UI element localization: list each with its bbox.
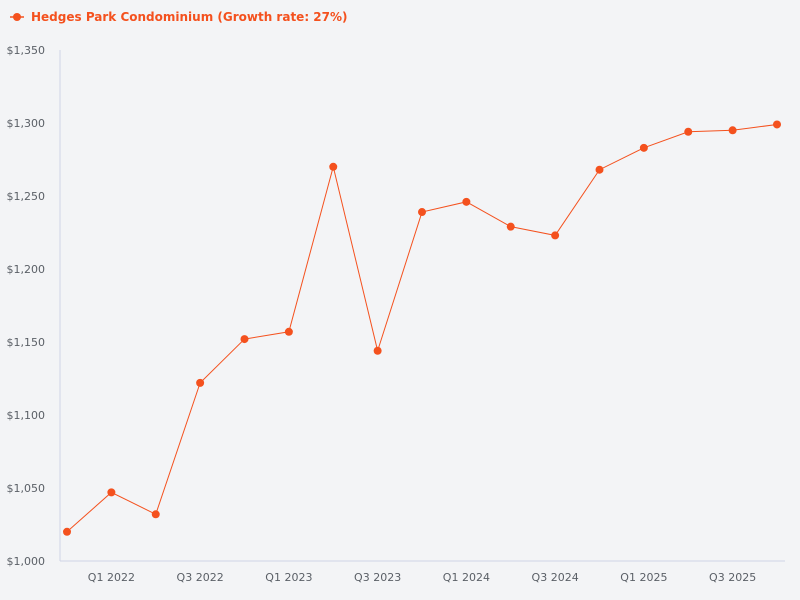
- y-tick-label: $1,100: [7, 409, 46, 422]
- data-point[interactable]: [151, 510, 160, 519]
- y-tick-label: $1,300: [7, 117, 46, 130]
- data-point[interactable]: [196, 378, 205, 387]
- data-point[interactable]: [63, 527, 71, 536]
- x-tick-label: Q1 2025: [620, 571, 667, 584]
- y-tick-label: $1,000: [7, 555, 46, 568]
- series-line: [66, 123, 778, 533]
- data-point[interactable]: [684, 127, 693, 136]
- data-point[interactable]: [506, 222, 515, 231]
- x-axis: Q1 2022 Q3 2022 Q1 2023 Q3 2023 Q1 2024 Q3 20…: [60, 560, 785, 584]
- data-point[interactable]: [418, 208, 426, 217]
- plot-area: [63, 120, 781, 536]
- x-tick-label: Q3 2024: [532, 571, 579, 584]
- x-tick-label: Q3 2025: [709, 571, 756, 584]
- data-point[interactable]: [462, 197, 471, 206]
- y-axis: $1,000 $1,050 $1,100 $1,150 $1,200 $1,250 $1,3…: [7, 44, 61, 568]
- x-tick-label: Q3 2022: [177, 571, 224, 584]
- data-point[interactable]: [595, 165, 604, 174]
- legend[interactable]: Hedges Park Condominium (Growth rate: 27…: [10, 10, 348, 24]
- legend-label: Hedges Park Condominium (Growth rate: 27…: [31, 10, 348, 24]
- x-tick-label: Q3 2023: [354, 571, 401, 584]
- y-tick-label: $1,200: [7, 263, 46, 276]
- data-point[interactable]: [551, 231, 560, 240]
- data-point[interactable]: [728, 126, 737, 135]
- y-tick-label: $1,150: [7, 336, 46, 349]
- data-point[interactable]: [284, 327, 293, 336]
- y-tick-label: $1,350: [7, 44, 46, 57]
- y-tick-label: $1,250: [7, 190, 46, 203]
- data-point[interactable]: [639, 143, 648, 152]
- data-point[interactable]: [107, 488, 116, 497]
- y-tick-label: $1,050: [7, 482, 46, 495]
- x-tick-label: Q1 2023: [265, 571, 312, 584]
- data-point[interactable]: [329, 162, 338, 171]
- data-point[interactable]: [773, 120, 781, 129]
- legend-marker: [13, 13, 21, 21]
- x-tick-label: Q1 2022: [88, 571, 135, 584]
- x-tick-label: Q1 2024: [443, 571, 490, 584]
- data-point[interactable]: [373, 346, 382, 355]
- data-point[interactable]: [240, 335, 249, 344]
